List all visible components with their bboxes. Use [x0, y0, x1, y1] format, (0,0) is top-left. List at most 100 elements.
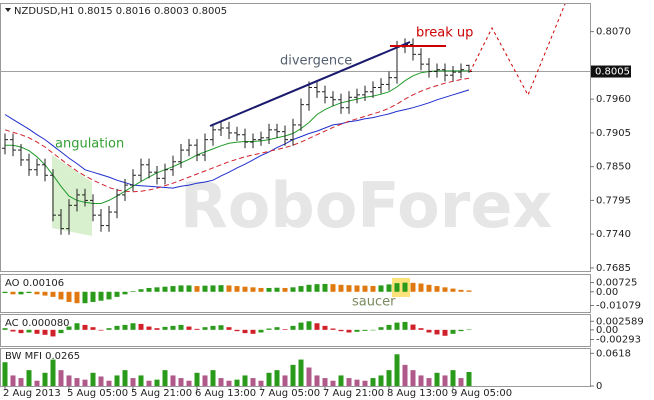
histogram-bar — [418, 375, 424, 386]
histogram-bar — [306, 284, 312, 292]
angulation-area — [52, 155, 92, 236]
histogram-bar — [146, 380, 152, 386]
histogram-bar — [290, 364, 296, 386]
ohlc-bar — [98, 209, 104, 232]
histogram-bar — [138, 323, 144, 330]
histogram-bar — [250, 378, 256, 386]
annotation: break up — [416, 26, 473, 41]
ohlc-bar — [282, 125, 288, 146]
histogram-bar — [234, 329, 240, 332]
histogram-bar — [26, 291, 32, 294]
histogram-bar — [242, 375, 248, 386]
divergence-line — [209, 41, 411, 127]
histogram-bar — [66, 326, 72, 330]
histogram-bar — [114, 325, 120, 330]
histogram-bar — [418, 283, 424, 292]
histogram-bar — [202, 375, 208, 386]
histogram-bar — [282, 375, 288, 386]
histogram-bar — [114, 375, 120, 386]
histogram-bar — [194, 328, 200, 330]
histogram-bar — [34, 291, 40, 295]
indicator-title: AC 0.000080 — [5, 318, 70, 329]
ohlc-bar — [154, 166, 160, 185]
histogram-bar — [466, 290, 472, 292]
histogram-bar — [426, 284, 432, 292]
histogram-bar — [50, 359, 56, 386]
histogram-bar — [74, 378, 80, 386]
histogram-bar — [338, 284, 344, 292]
histogram-bar — [394, 322, 400, 330]
histogram-bar — [450, 370, 456, 386]
ohlc-bar — [114, 188, 120, 219]
y-tick-label: 0.7740 — [596, 229, 631, 240]
histogram-bar — [394, 283, 400, 292]
histogram-bar — [322, 283, 328, 292]
histogram-bar — [338, 375, 344, 386]
ohlc-bar — [258, 131, 264, 146]
y-tick-label: 0.0618 — [596, 348, 631, 359]
ohlc-bar — [66, 199, 72, 235]
histogram-bar — [410, 370, 416, 386]
ohlc-bar — [178, 143, 184, 168]
y-tick-label: 0.7795 — [596, 195, 631, 206]
histogram-bar — [298, 359, 304, 386]
histogram-bar — [290, 287, 296, 292]
histogram-bar — [298, 322, 304, 330]
annotation: saucer — [352, 295, 396, 310]
histogram-bar — [10, 291, 16, 295]
histogram-bar — [458, 329, 464, 332]
histogram-bar — [274, 327, 280, 330]
line-series — [4, 77, 470, 193]
histogram-bar — [378, 327, 384, 330]
ohlc-bar — [130, 169, 136, 192]
histogram-bar — [442, 329, 448, 336]
histogram-bar — [298, 286, 304, 292]
histogram-bar — [58, 370, 64, 386]
indicator-title: BW MFI 0.0265 — [5, 351, 80, 362]
main-panel — [0, 3, 591, 272]
histogram-bar — [122, 370, 128, 386]
histogram-bar — [346, 329, 352, 333]
ohlc-bar — [90, 194, 96, 222]
histogram-bar — [402, 364, 408, 386]
histogram-bar — [226, 327, 232, 330]
ohlc-bar — [434, 63, 440, 78]
ohlc-bar — [58, 209, 64, 235]
ohlc-bar — [362, 85, 368, 101]
ohlc-bar — [386, 71, 392, 91]
histogram-bar — [378, 285, 384, 292]
ohlc-bar — [242, 128, 248, 149]
ohlc-bar — [426, 58, 432, 78]
histogram-bar — [386, 370, 392, 386]
ohlc-bar — [10, 133, 16, 157]
histogram-bar — [418, 328, 424, 330]
histogram-bar — [186, 326, 192, 330]
histogram-bar — [218, 285, 224, 292]
histogram-bar — [362, 380, 368, 386]
ohlc-bar — [378, 78, 384, 94]
histogram-bar — [2, 291, 8, 294]
ohlc-bar — [122, 178, 128, 202]
histogram-bar — [274, 287, 280, 292]
histogram-bar — [250, 287, 256, 292]
y-tick-label: 0.00725 — [596, 278, 637, 289]
histogram-bar — [354, 329, 360, 332]
histogram-bar — [458, 378, 464, 386]
histogram-bar — [442, 287, 448, 292]
histogram-bar — [146, 287, 152, 292]
histogram-bar — [218, 325, 224, 330]
ohlc-bar — [106, 205, 112, 232]
histogram-bar — [458, 289, 464, 292]
ohlc-bar — [450, 65, 456, 82]
histogram-bar — [106, 380, 112, 386]
histogram-bar — [42, 291, 48, 296]
histogram-bar — [122, 324, 128, 330]
annotation: divergence — [280, 54, 352, 69]
x-tick-label: 2 Aug 2013 — [3, 388, 61, 399]
histogram-bar — [346, 285, 352, 292]
histogram-bar — [250, 329, 256, 334]
histogram-bar — [42, 372, 48, 386]
histogram-bar — [290, 325, 296, 330]
histogram-bar — [362, 329, 368, 331]
histogram-bar — [42, 329, 48, 335]
